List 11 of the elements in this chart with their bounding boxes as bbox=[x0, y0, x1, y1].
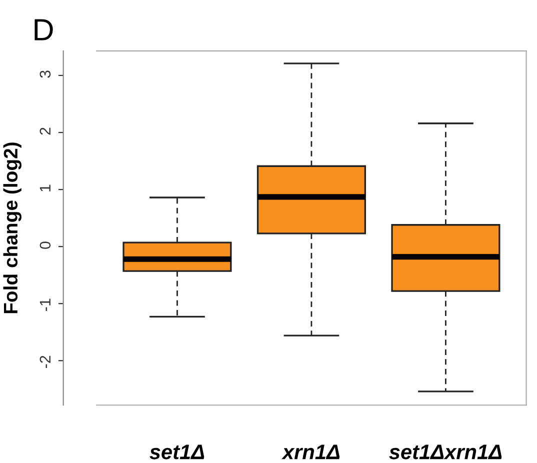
y-tick-label: 1 bbox=[40, 184, 50, 192]
x-tick-label: set1Δ bbox=[150, 444, 204, 460]
y-tick-label: -1 bbox=[40, 298, 50, 311]
y-tick-label: -2 bbox=[40, 356, 50, 368]
y-axis-title: Fold change (log2) bbox=[3, 142, 22, 314]
y-tick-label: 0 bbox=[40, 242, 51, 249]
chart-title: D bbox=[34, 19, 53, 40]
y-tick-label: 2 bbox=[40, 128, 50, 135]
x-tick-label: xrn1Δ bbox=[282, 444, 340, 460]
y-tick-label: 3 bbox=[40, 70, 51, 78]
x-tick-label: set1Δxrn1Δ bbox=[389, 444, 502, 460]
